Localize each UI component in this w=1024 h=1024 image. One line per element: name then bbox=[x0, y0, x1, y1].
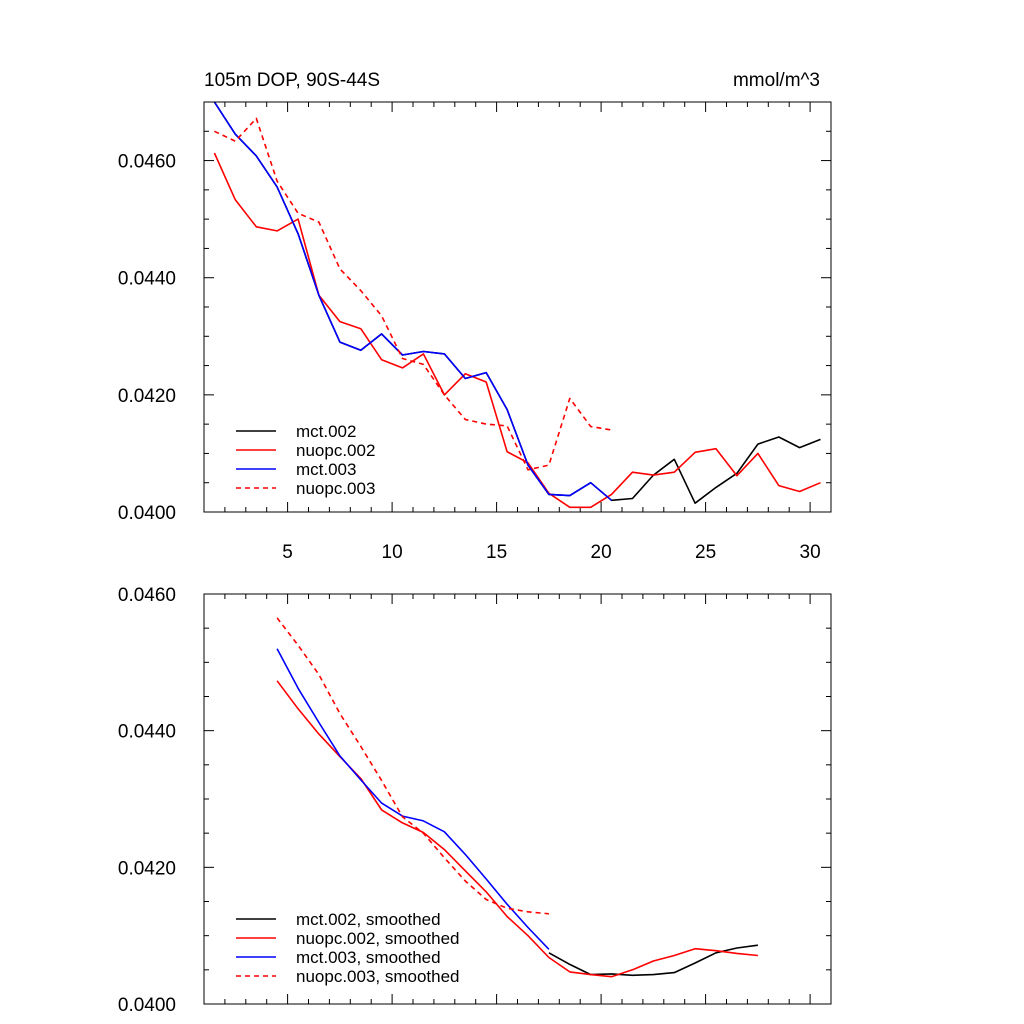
chart-title: 105m DOP, 90S-44S bbox=[204, 70, 380, 91]
top-x-tick-label: 15 bbox=[486, 542, 507, 563]
bottom-y-tick-label: 0.0420 bbox=[118, 858, 176, 879]
top-x-tick-label: 5 bbox=[282, 542, 293, 563]
bottom-legend-label: mct.003, smoothed bbox=[296, 948, 441, 967]
top-legend-label: mct.002 bbox=[296, 422, 356, 441]
top-legend-label: mct.003 bbox=[296, 460, 356, 479]
top-y-tick-label: 0.0440 bbox=[118, 269, 176, 290]
bottom-plot-frame bbox=[203, 593, 832, 1005]
bottom-y-tick-label: 0.0400 bbox=[118, 995, 176, 1016]
bottom-legend-label: nuopc.002, smoothed bbox=[296, 929, 460, 948]
bottom-legend-label: mct.002, smoothed bbox=[296, 910, 441, 929]
top-series-line-nuopc-003 bbox=[214, 117, 612, 471]
bottom-y-tick-label: 0.0460 bbox=[118, 585, 176, 606]
units-label: mmol/m^3 bbox=[733, 70, 820, 91]
top-x-tick-label: 10 bbox=[382, 542, 403, 563]
top-x-tick-label: 30 bbox=[800, 542, 821, 563]
bottom-y-tick-label: 0.0440 bbox=[118, 722, 176, 743]
top-legend-label: nuopc.002 bbox=[296, 441, 375, 460]
top-y-tick-label: 0.0420 bbox=[118, 386, 176, 407]
bottom-series-line-mct-003-smoothed bbox=[276, 648, 550, 950]
top-chart-panel: 105m DOP, 90S-44S mmol/m^3 5 10 15 20 25 30 0.… bbox=[118, 70, 832, 563]
top-x-tick-label: 20 bbox=[591, 542, 612, 563]
bottom-chart-panel: 0.0400 0.0420 0.0440 0.0460 mct.002, smooth… bbox=[118, 585, 832, 1016]
top-x-tick-label: 25 bbox=[695, 542, 716, 563]
top-y-tick-label: 0.0460 bbox=[118, 152, 176, 173]
top-legend-label: nuopc.003 bbox=[296, 479, 375, 498]
bottom-legend-label: nuopc.003, smoothed bbox=[296, 967, 460, 986]
top-y-tick-label: 0.0400 bbox=[118, 503, 176, 524]
top-series-lines bbox=[213, 102, 821, 509]
top-plot-frame bbox=[203, 101, 832, 513]
bottom-series-lines bbox=[276, 617, 759, 978]
bottom-series-line-nuopc-003-smoothed bbox=[276, 617, 549, 915]
top-axis-ticks: 5 10 15 20 25 30 0.0400 0.0420 0.0440 0.0460 bbox=[118, 101, 832, 563]
bottom-axis-ticks: 0.0400 0.0420 0.0440 0.0460 bbox=[118, 585, 832, 1016]
top-series-line-mct-003 bbox=[213, 102, 613, 501]
